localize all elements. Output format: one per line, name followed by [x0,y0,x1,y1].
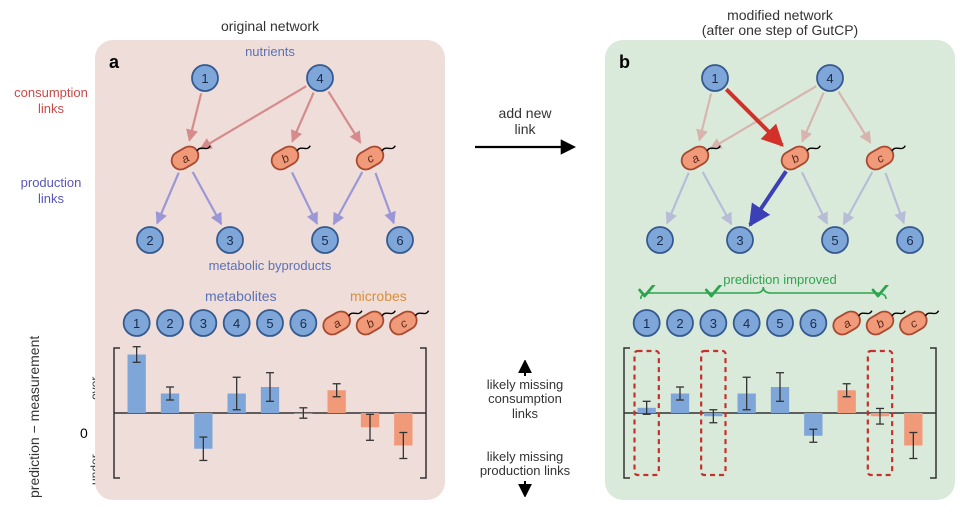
barchart-b: 123456abc [605,285,955,505]
network-a: 142356abc [95,40,445,275]
barchart-a: 123456abc [95,303,445,503]
svg-text:4: 4 [826,71,833,86]
svg-text:6: 6 [906,233,913,248]
svg-text:1: 1 [201,71,208,86]
svg-text:2: 2 [676,316,683,331]
svg-text:6: 6 [300,316,307,331]
panel-b: b 142356abc prediction improved 123456ab… [605,40,955,500]
panel-a: a nutrients 142356abc metabolic byproduc… [95,40,445,500]
metabolites-label-a: metabolites [205,288,277,304]
network-b: 142356abc [605,40,955,275]
svg-text:5: 5 [266,316,273,331]
svg-text:4: 4 [743,316,750,331]
y-axis-label: prediction − measurement [26,336,42,498]
svg-text:5: 5 [831,233,838,248]
svg-text:4: 4 [233,316,240,331]
svg-text:6: 6 [810,316,817,331]
svg-text:1: 1 [133,316,140,331]
svg-text:3: 3 [710,316,717,331]
svg-text:2: 2 [146,233,153,248]
svg-text:3: 3 [226,233,233,248]
svg-text:1: 1 [711,71,718,86]
likely-prod-label: likely missing production links [465,450,585,497]
svg-text:5: 5 [321,233,328,248]
panel-b-title: modified network (after one step of GutC… [605,8,955,39]
svg-text:2: 2 [656,233,663,248]
add-new-link-label: add new link [465,105,585,159]
svg-text:3: 3 [736,233,743,248]
consumption-links-label: consumption links [6,85,96,116]
likely-cons-label: likely missing consumption links [465,360,585,421]
svg-text:3: 3 [200,316,207,331]
microbes-label-a: microbes [350,288,407,304]
svg-text:1: 1 [643,316,650,331]
svg-text:2: 2 [166,316,173,331]
svg-text:5: 5 [776,316,783,331]
production-links-label: production links [6,175,96,206]
svg-text:6: 6 [396,233,403,248]
svg-text:4: 4 [316,71,323,86]
panel-a-title: original network [95,18,445,34]
tick-zero: 0 [80,425,88,441]
byproducts-label-a: metabolic byproducts [170,258,370,273]
